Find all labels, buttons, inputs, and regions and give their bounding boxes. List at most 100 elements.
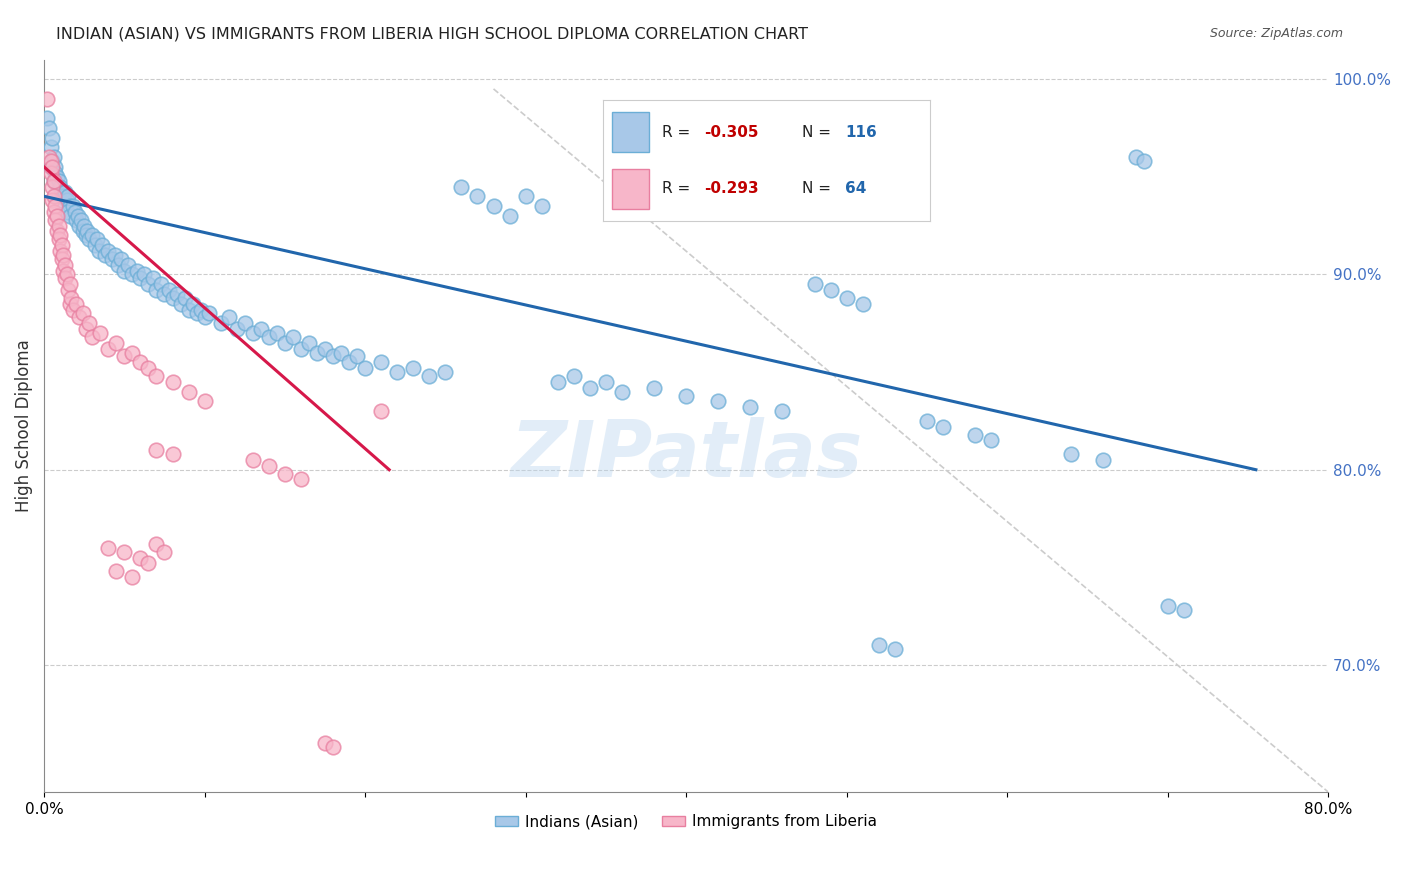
Point (51, 238, 73, 252)
Point (153, 545, 176, 559)
Point (402, 361, 425, 376)
Point (67, 219, 90, 233)
Point (112, 350, 135, 364)
Point (46, 224, 69, 238)
Point (52, 263, 75, 277)
Point (55, 193, 77, 207)
Text: ZIPatlas: ZIPatlas (510, 417, 862, 493)
Point (41, 193, 63, 207)
Point (1125, 150, 1147, 164)
Point (266, 326, 288, 340)
Point (59, 209, 82, 223)
Point (100, 252, 122, 266)
Point (177, 384, 200, 399)
Point (643, 381, 665, 395)
Point (117, 258, 139, 272)
Point (138, 361, 160, 376)
Point (314, 342, 336, 356)
Point (49, 228, 72, 243)
Point (305, 345, 328, 359)
Point (49, 179, 72, 194)
Point (707, 394, 730, 409)
Point (249, 322, 271, 336)
Point (44, 199, 66, 213)
Point (39, 154, 62, 169)
Point (56, 189, 79, 203)
Point (89, 326, 111, 340)
Point (162, 291, 184, 305)
Point (72, 224, 94, 238)
Point (242, 453, 264, 467)
Point (121, 268, 143, 282)
Point (242, 326, 264, 340)
Point (153, 287, 176, 301)
Point (53, 271, 76, 285)
Point (39, 140, 62, 154)
Point (48, 174, 70, 188)
Point (1132, 154, 1154, 169)
Point (44, 212, 66, 227)
Point (482, 199, 505, 213)
Point (1060, 447, 1083, 461)
Point (53, 186, 76, 200)
Point (48, 232, 70, 246)
Point (82, 330, 104, 344)
Point (73, 219, 96, 233)
Point (42, 174, 65, 188)
Point (932, 419, 955, 434)
Point (105, 335, 128, 350)
Point (129, 550, 152, 565)
Point (107, 258, 129, 272)
Point (66, 209, 89, 223)
Point (129, 355, 152, 369)
Point (138, 557, 160, 571)
Point (132, 268, 155, 282)
Point (322, 350, 344, 364)
Point (46, 169, 69, 184)
Point (127, 263, 149, 277)
Point (770, 146, 793, 161)
Point (183, 296, 205, 310)
Point (44, 160, 66, 174)
Point (370, 355, 392, 369)
Point (63, 205, 86, 219)
Point (274, 467, 297, 481)
Point (70, 212, 93, 227)
Point (595, 375, 617, 389)
Point (530, 199, 553, 213)
Point (980, 434, 1002, 448)
Point (42, 189, 65, 203)
Point (42, 150, 65, 164)
Point (1092, 453, 1115, 467)
Point (62, 199, 84, 213)
Point (740, 401, 762, 415)
Point (59, 296, 82, 310)
Point (515, 189, 537, 203)
Point (42, 174, 65, 188)
Point (852, 296, 875, 310)
Point (48, 219, 70, 233)
Point (257, 330, 280, 344)
Point (162, 375, 184, 389)
Point (105, 564, 128, 578)
Point (41, 154, 63, 169)
Point (883, 642, 905, 657)
Point (418, 369, 440, 384)
Point (915, 414, 938, 428)
Point (467, 189, 489, 203)
Point (868, 639, 890, 653)
Point (354, 361, 377, 376)
Point (41, 160, 63, 174)
Point (434, 365, 457, 379)
Point (450, 179, 472, 194)
Point (67, 310, 90, 325)
Point (145, 537, 167, 551)
Point (110, 252, 132, 266)
Point (387, 365, 409, 379)
Point (579, 381, 602, 395)
Point (76, 224, 98, 238)
Point (87, 244, 110, 258)
Point (60, 291, 83, 305)
Point (65, 296, 87, 310)
Point (90, 238, 112, 252)
